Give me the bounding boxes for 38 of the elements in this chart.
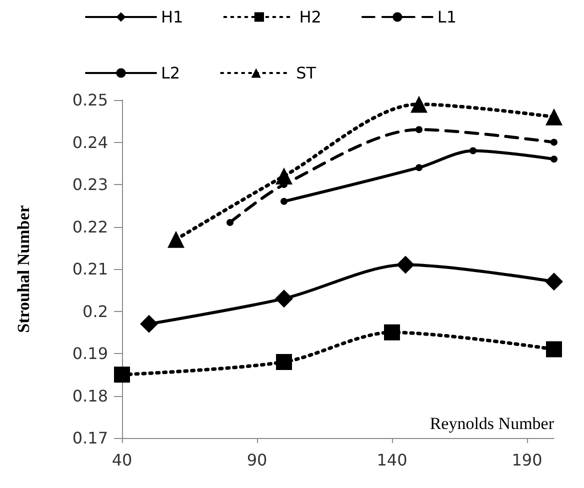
y-tick-label: 0.21	[72, 260, 108, 278]
legend-label: ST	[296, 64, 316, 82]
legend-label: L2	[161, 64, 180, 82]
y-tick-label: 0.24	[72, 132, 108, 152]
point	[470, 147, 476, 154]
point	[168, 230, 184, 248]
point	[384, 324, 400, 340]
x-axis-title: Reynolds Number	[430, 414, 554, 433]
x-tick-label: 90	[246, 450, 268, 470]
y-tick-label: 0.2	[82, 302, 108, 321]
point	[416, 164, 422, 172]
point	[140, 314, 158, 333]
point	[226, 219, 234, 226]
y-tick-label: 0.19	[72, 344, 108, 363]
y-axis-title: Strouhal Number	[14, 204, 33, 333]
y-tick-label: 0.25	[72, 90, 108, 110]
point	[275, 290, 293, 308]
y-tick-label: 0.23	[72, 175, 108, 194]
x-tick-label: 190	[512, 450, 542, 470]
point	[550, 156, 558, 163]
point	[416, 126, 422, 134]
point	[114, 366, 130, 383]
y-tick-label: 0.17	[72, 428, 108, 448]
point	[546, 341, 562, 358]
x-tick-label: 40	[112, 450, 132, 470]
legend-label: H2	[299, 8, 322, 26]
x-tick-label: 140	[376, 450, 408, 470]
y-tick-label: 0.22	[72, 217, 108, 236]
point	[545, 272, 563, 291]
legend-label: L1	[437, 8, 457, 26]
point	[276, 354, 292, 370]
point	[410, 96, 428, 113]
point	[550, 138, 558, 146]
point	[396, 256, 414, 274]
point	[546, 108, 562, 126]
point	[280, 198, 288, 205]
legend-label: H1	[161, 8, 184, 26]
y-tick-label: 0.18	[72, 386, 108, 406]
